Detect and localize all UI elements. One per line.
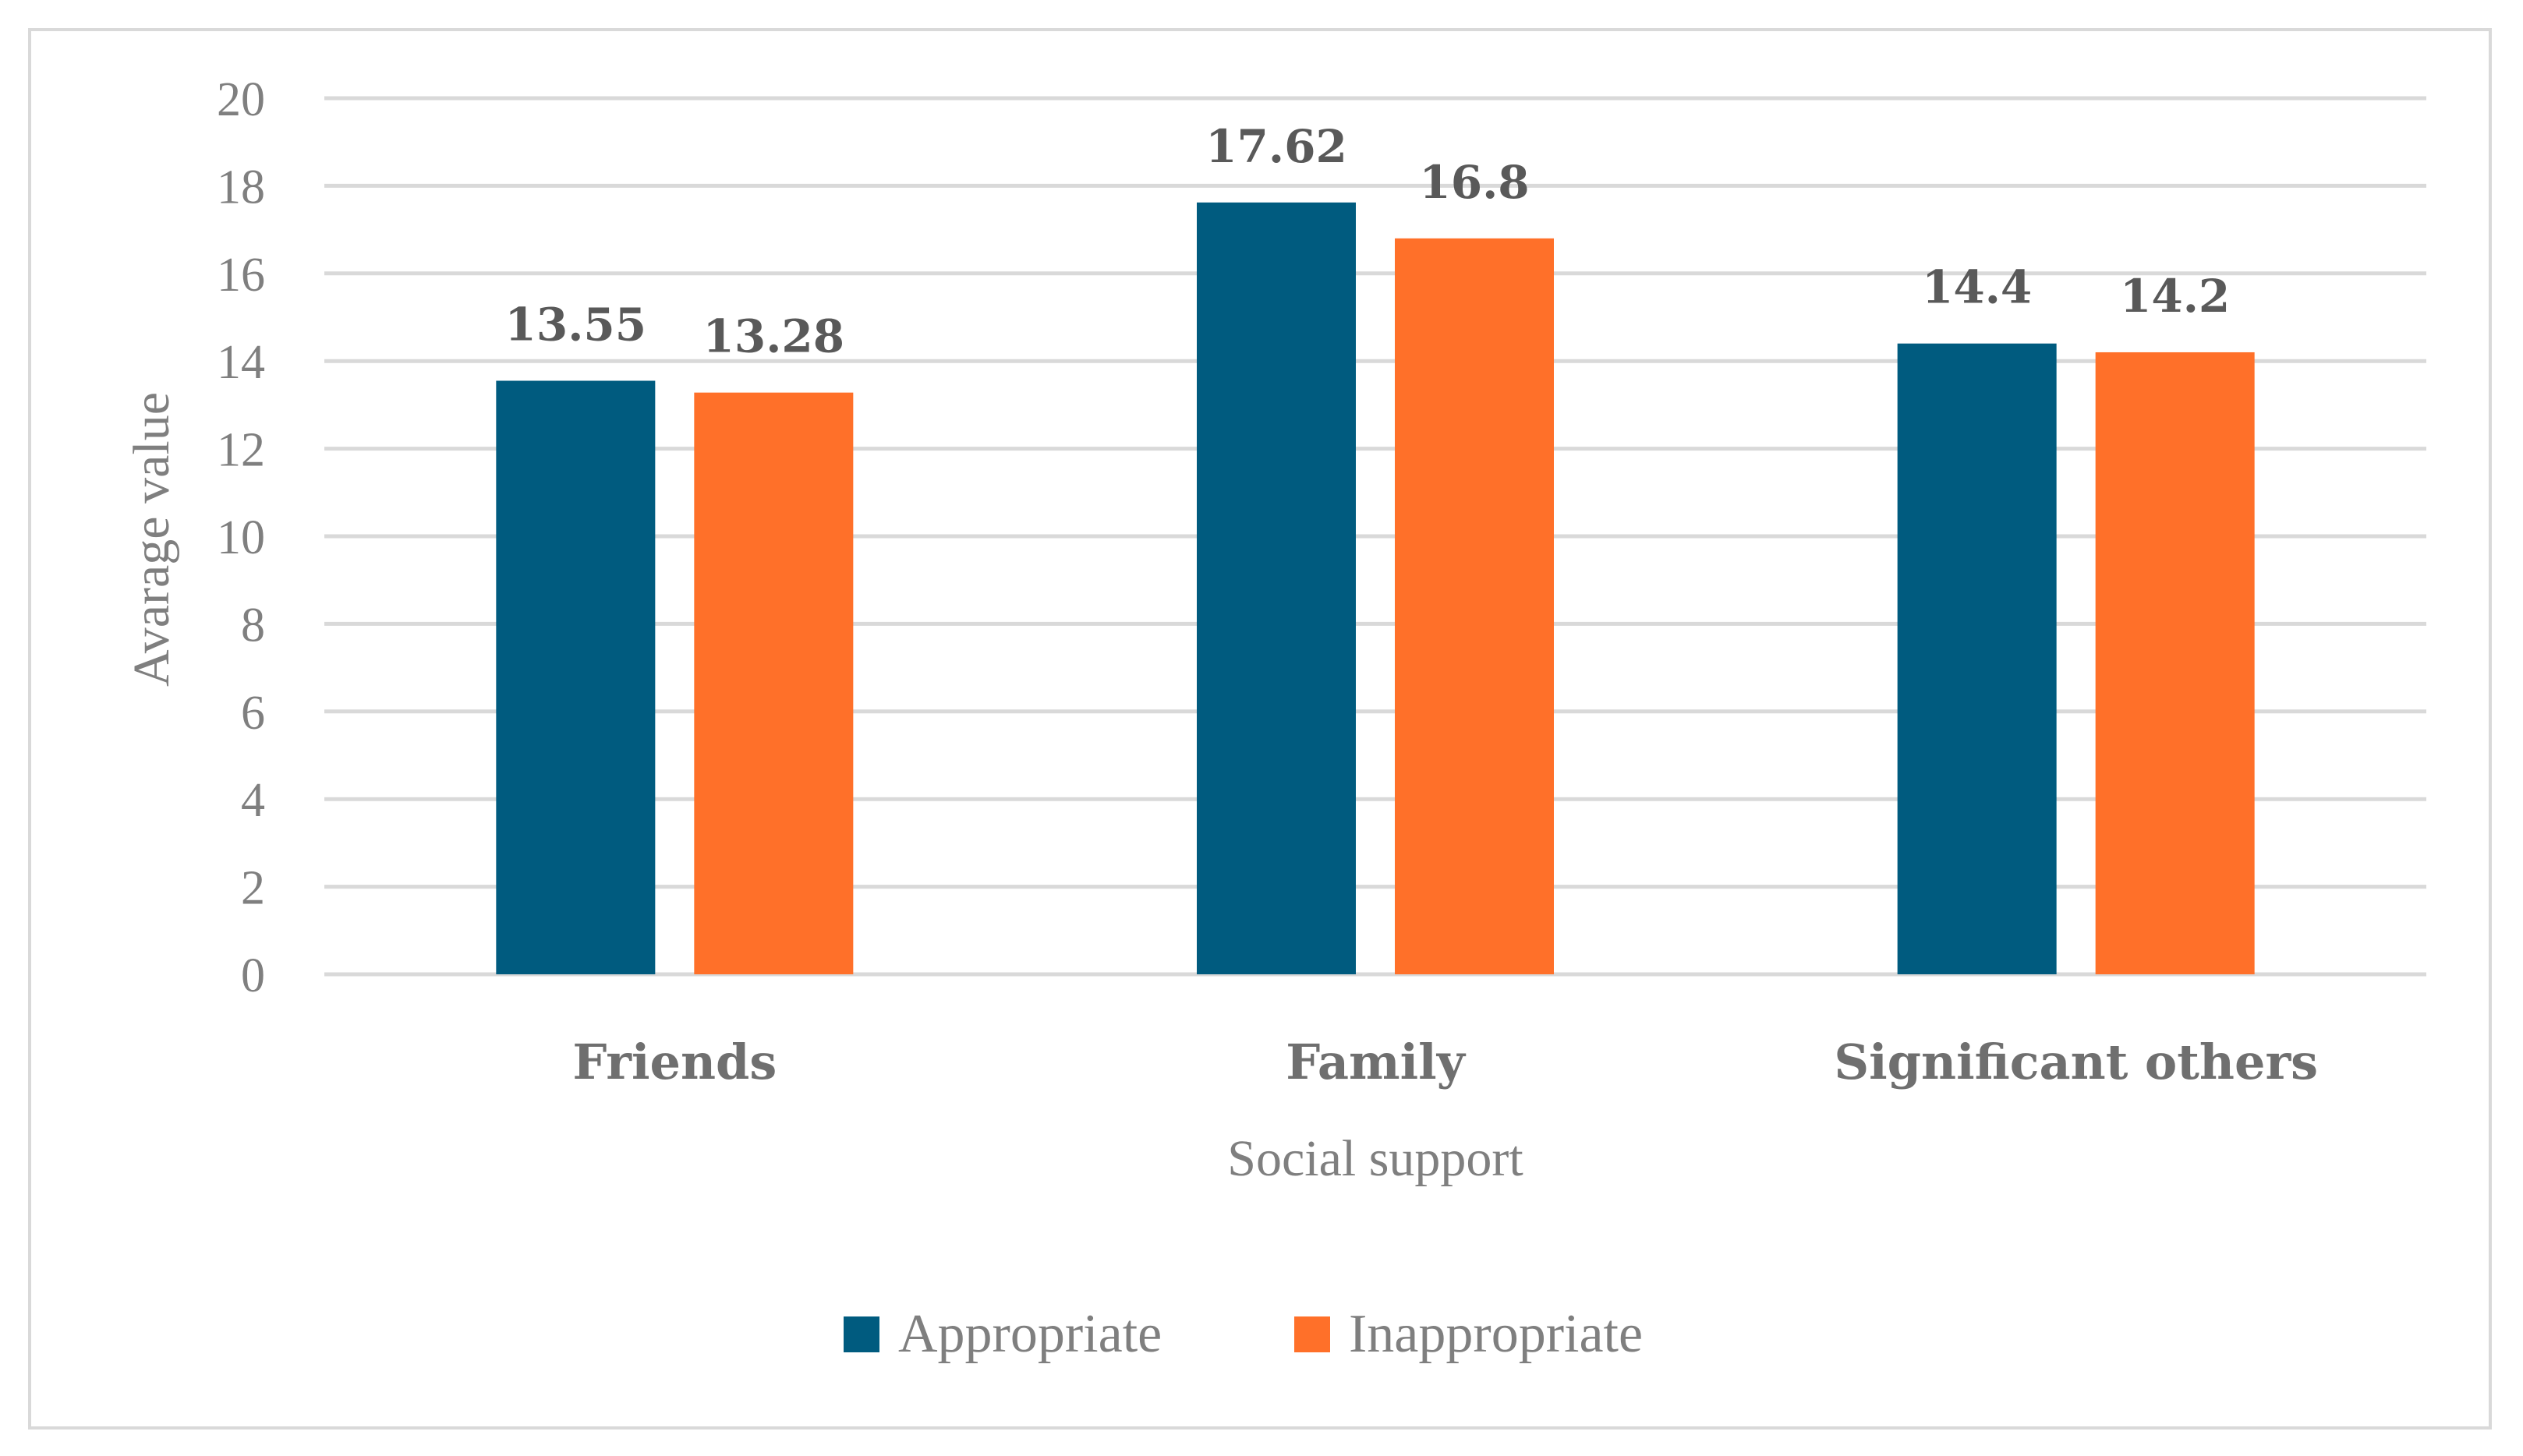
- y-axis-title: Avarage value: [123, 392, 180, 687]
- legend-label-appropriate: Appropriate: [898, 1304, 1162, 1364]
- bar-appropriate-0: [496, 380, 656, 974]
- x-axis-title: Social support: [1227, 1130, 1523, 1187]
- legend: Appropriate Inappropriate: [844, 1304, 1643, 1364]
- data-label: 14.2: [2120, 270, 2230, 323]
- bar-inappropriate-0: [694, 392, 854, 974]
- y-tick-label: 0: [241, 949, 265, 1002]
- chart-frame: [28, 28, 2492, 1429]
- bar-inappropriate-2: [2095, 352, 2255, 975]
- y-tick-label: 2: [241, 862, 265, 915]
- data-label: 16.8: [1419, 156, 1529, 209]
- data-label: 17.62: [1205, 120, 1347, 173]
- legend-swatch-appropriate: [844, 1316, 879, 1352]
- data-label: 13.28: [703, 310, 845, 363]
- legend-label-inappropriate: Inappropriate: [1349, 1304, 1643, 1364]
- bar-appropriate-2: [1897, 343, 2057, 975]
- bar-appropriate-1: [1197, 202, 1356, 975]
- data-labels: 13.55 13.28 17.62 16.8 14.4 14.2: [505, 120, 2231, 363]
- y-tick-label: 4: [241, 774, 265, 827]
- x-category-label: Family: [1286, 1034, 1467, 1090]
- bar-inappropriate-1: [1395, 238, 1554, 975]
- y-tick-label: 18: [217, 161, 265, 214]
- gridlines: [324, 96, 2426, 977]
- y-tick-label: 10: [217, 511, 265, 564]
- bars: [496, 202, 2255, 975]
- y-tick-label: 20: [217, 73, 265, 126]
- x-axis-categories: Friends Family Significant others: [572, 1034, 2318, 1090]
- data-label: 13.55: [505, 298, 647, 351]
- data-label: 14.4: [1922, 261, 2032, 314]
- y-tick-label: 16: [217, 249, 265, 302]
- legend-swatch-inappropriate: [1294, 1316, 1330, 1352]
- y-tick-label: 6: [241, 687, 265, 740]
- y-tick-label: 14: [217, 336, 265, 389]
- x-category-label: Friends: [572, 1034, 777, 1090]
- y-tick-label: 8: [241, 599, 265, 652]
- x-category-label: Significant others: [1834, 1034, 2318, 1090]
- y-axis-ticks: 0 2 4 6 8 10 12 14 16 18 20: [217, 73, 265, 1002]
- y-tick-label: 12: [217, 424, 265, 477]
